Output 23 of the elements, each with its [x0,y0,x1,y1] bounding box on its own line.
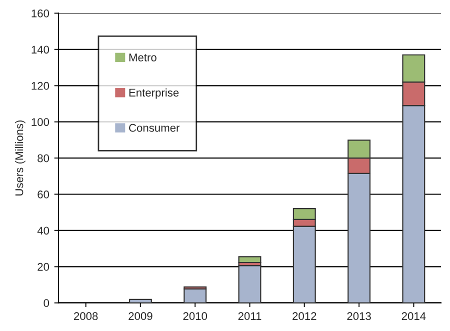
x-tick-label: 2011 [238,312,262,320]
bar [238,256,262,264]
legend-label: Consumer [129,124,180,132]
bar [184,288,207,303]
y-tick-label: 60 [38,190,50,198]
y-tick-label: 0 [44,299,50,307]
x-tick-label: 2008 [74,312,98,320]
legend-label: Enterprise [129,88,179,99]
x-tick-label: 2014 [402,312,426,320]
x-tick-label: 2013 [347,312,371,320]
x-tick-label: 2012 [292,312,316,320]
x-tick-label: 2010 [183,312,208,320]
y-tick-label: 40 [37,226,50,235]
y-tick-label: 140 [32,46,50,54]
legend-label: Metro [129,54,156,62]
bar [238,265,262,303]
y-tick-label: 80 [38,154,50,162]
y-tick-label: 20 [38,262,50,271]
y-tick-label: 100 [32,118,50,126]
x-tick-label: 2009 [128,312,152,320]
y-axis-title: Users (Millions) [15,120,26,196]
y-tick-label: 160 [32,10,50,18]
y-tick-label: 120 [32,82,50,90]
